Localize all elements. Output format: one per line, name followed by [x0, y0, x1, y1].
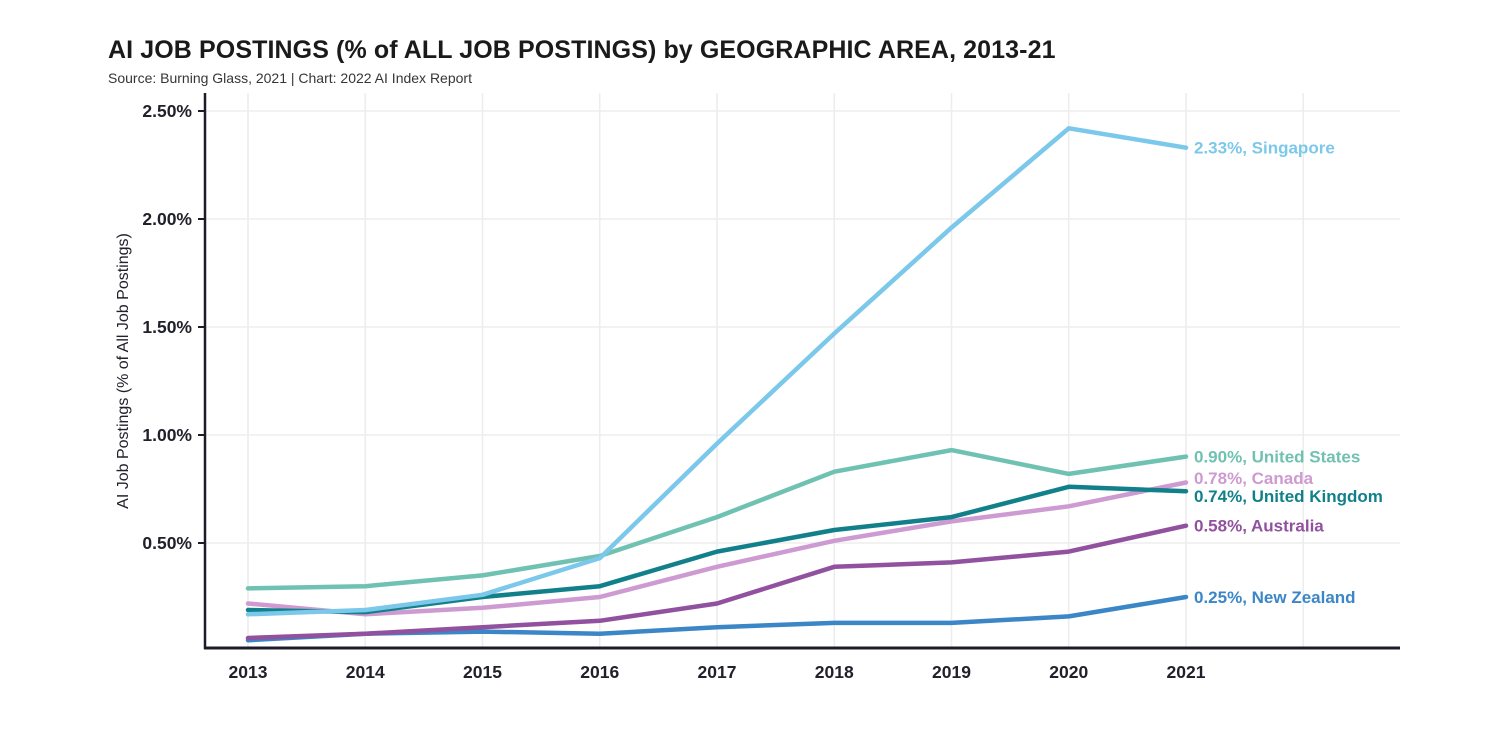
series-line-australia — [245, 523, 1189, 641]
series-line-united-states — [245, 447, 1189, 591]
y-axis-title: AI Job Postings (% of All Job Postings) — [115, 233, 132, 509]
x-tick-label: 2013 — [229, 662, 268, 682]
chart-title: AI JOB POSTINGS (% of ALL JOB POSTINGS) … — [108, 36, 1056, 64]
series-line-canada — [245, 480, 1189, 617]
y-tick-label: 1.00% — [142, 425, 192, 445]
series-end-label-new-zealand: 0.25%, New Zealand — [1194, 588, 1356, 607]
x-tick-label: 2021 — [1167, 662, 1206, 682]
y-tick-label: 2.50% — [142, 101, 192, 121]
x-tick-label: 2015 — [463, 662, 502, 682]
series-end-label-singapore: 2.33%, Singapore — [1194, 139, 1335, 158]
series-end-label-united-states: 0.90%, United States — [1194, 448, 1360, 467]
series-end-label-canada: 0.78%, Canada — [1194, 469, 1314, 488]
series-line-singapore — [245, 126, 1189, 617]
x-tick-label: 2019 — [932, 662, 971, 682]
chart-subtitle: Source: Burning Glass, 2021 | Chart: 202… — [108, 70, 472, 86]
y-tick-label: 1.50% — [142, 317, 192, 337]
y-tick-label: 2.00% — [142, 209, 192, 229]
series-end-label-united-kingdom: 0.74%, United Kingdom — [1194, 487, 1383, 506]
x-tick-label: 2014 — [346, 662, 385, 682]
x-tick-label: 2016 — [580, 662, 619, 682]
y-tick-label: 0.50% — [142, 533, 192, 553]
x-tick-label: 2017 — [698, 662, 737, 682]
x-tick-label: 2020 — [1049, 662, 1088, 682]
x-tick-label: 2018 — [815, 662, 854, 682]
series-end-label-australia: 0.58%, Australia — [1194, 517, 1324, 536]
